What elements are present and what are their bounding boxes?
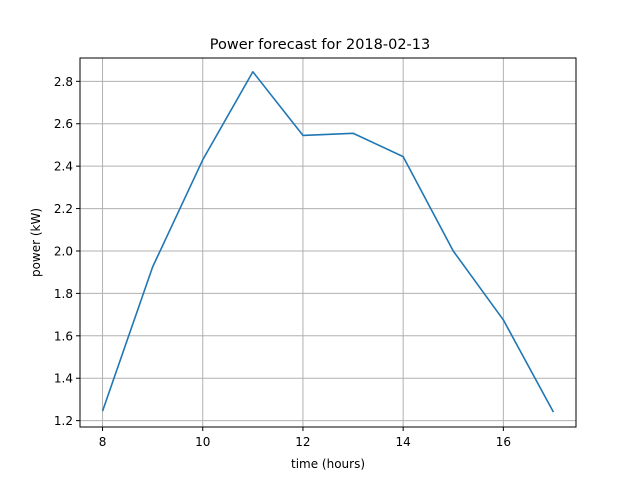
y-tick-label: 1.4	[54, 372, 73, 386]
chart-title: Power forecast for 2018-02-13	[210, 37, 431, 53]
x-tick-label: 16	[496, 435, 511, 449]
y-axis-label: power (kW)	[29, 208, 43, 277]
x-tick-label: 14	[396, 435, 411, 449]
grid	[80, 58, 576, 427]
y-tick-label: 1.6	[54, 329, 73, 343]
series-line	[101, 70, 555, 413]
y-tick-label: 2.8	[54, 75, 73, 89]
y-axis: 1.2 1.4 1.6 1.8 2.0 2.2 2.4 2.6 2.8	[54, 75, 80, 428]
x-axis-label: time (hours)	[291, 457, 365, 471]
y-tick-label: 2.6	[54, 117, 73, 131]
series-layer	[101, 70, 555, 413]
x-tick-label: 8	[99, 435, 107, 449]
plot-frame	[79, 57, 577, 428]
y-tick-label: 1.8	[54, 287, 73, 301]
x-axis: 8 10 12 14 16	[99, 427, 511, 449]
x-tick-label: 12	[295, 435, 310, 449]
x-tick-label: 10	[195, 435, 210, 449]
y-tick-label: 2.4	[54, 160, 73, 174]
y-tick-label: 2.0	[54, 244, 73, 258]
y-tick-label: 2.2	[54, 202, 73, 216]
y-tick-label: 1.2	[54, 414, 73, 428]
